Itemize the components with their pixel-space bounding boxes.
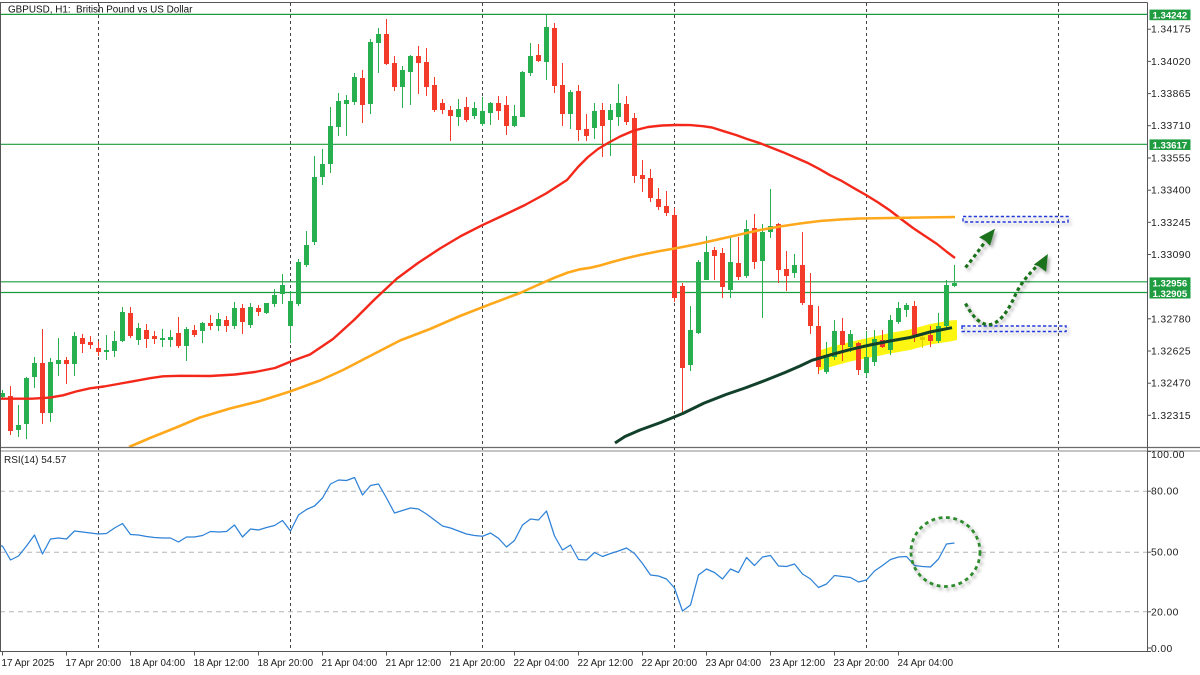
svg-text:1.33865: 1.33865 [1151,89,1191,100]
svg-text:1.33555: 1.33555 [1151,154,1191,165]
svg-text:1.33400: 1.33400 [1151,186,1191,197]
svg-text:21 Apr 20:00: 21 Apr 20:00 [450,658,506,669]
svg-text:1.32315: 1.32315 [1151,411,1191,422]
svg-text:RSI(14) 54.57: RSI(14) 54.57 [4,455,67,466]
svg-text:18 Apr 20:00: 18 Apr 20:00 [258,658,314,669]
svg-text:80.00: 80.00 [1151,487,1179,498]
svg-text:18 Apr 12:00: 18 Apr 12:00 [194,658,250,669]
svg-text:21 Apr 12:00: 21 Apr 12:00 [386,658,442,669]
svg-text:1.34242: 1.34242 [1153,11,1188,22]
svg-text:24 Apr 04:00: 24 Apr 04:00 [898,658,954,669]
svg-text:23 Apr 12:00: 23 Apr 12:00 [770,658,826,669]
svg-text:1.33617: 1.33617 [1153,140,1188,151]
svg-text:23 Apr 04:00: 23 Apr 04:00 [706,658,762,669]
svg-text:0.00: 0.00 [1151,644,1173,655]
svg-text:1.32905: 1.32905 [1153,289,1188,300]
svg-text:GBPUSD, H1: British Pound vs: GBPUSD, H1: British Pound vs US Dollar [8,5,193,16]
svg-text:22 Apr 20:00: 22 Apr 20:00 [642,658,698,669]
svg-text:1.34020: 1.34020 [1151,57,1191,68]
svg-text:1.32470: 1.32470 [1151,379,1191,390]
svg-text:17 Apr 2025: 17 Apr 2025 [2,658,55,669]
svg-text:1.34175: 1.34175 [1151,25,1191,36]
svg-text:23 Apr 20:00: 23 Apr 20:00 [834,658,890,669]
svg-text:1.33245: 1.33245 [1151,218,1191,229]
svg-text:1.32625: 1.32625 [1151,347,1191,358]
svg-text:100.00: 100.00 [1151,450,1185,461]
svg-text:1.32780: 1.32780 [1151,314,1191,325]
svg-text:21 Apr 04:00: 21 Apr 04:00 [322,658,378,669]
svg-text:1.33710: 1.33710 [1151,121,1191,132]
svg-text:22 Apr 12:00: 22 Apr 12:00 [578,658,634,669]
svg-text:1.32956: 1.32956 [1153,278,1188,289]
svg-text:50.00: 50.00 [1151,548,1179,559]
svg-text:1.33090: 1.33090 [1151,250,1191,261]
svg-text:18 Apr 04:00: 18 Apr 04:00 [130,658,186,669]
svg-text:17 Apr 20:00: 17 Apr 20:00 [66,658,122,669]
svg-text:22 Apr 04:00: 22 Apr 04:00 [514,658,570,669]
svg-text:20.00: 20.00 [1151,607,1179,618]
